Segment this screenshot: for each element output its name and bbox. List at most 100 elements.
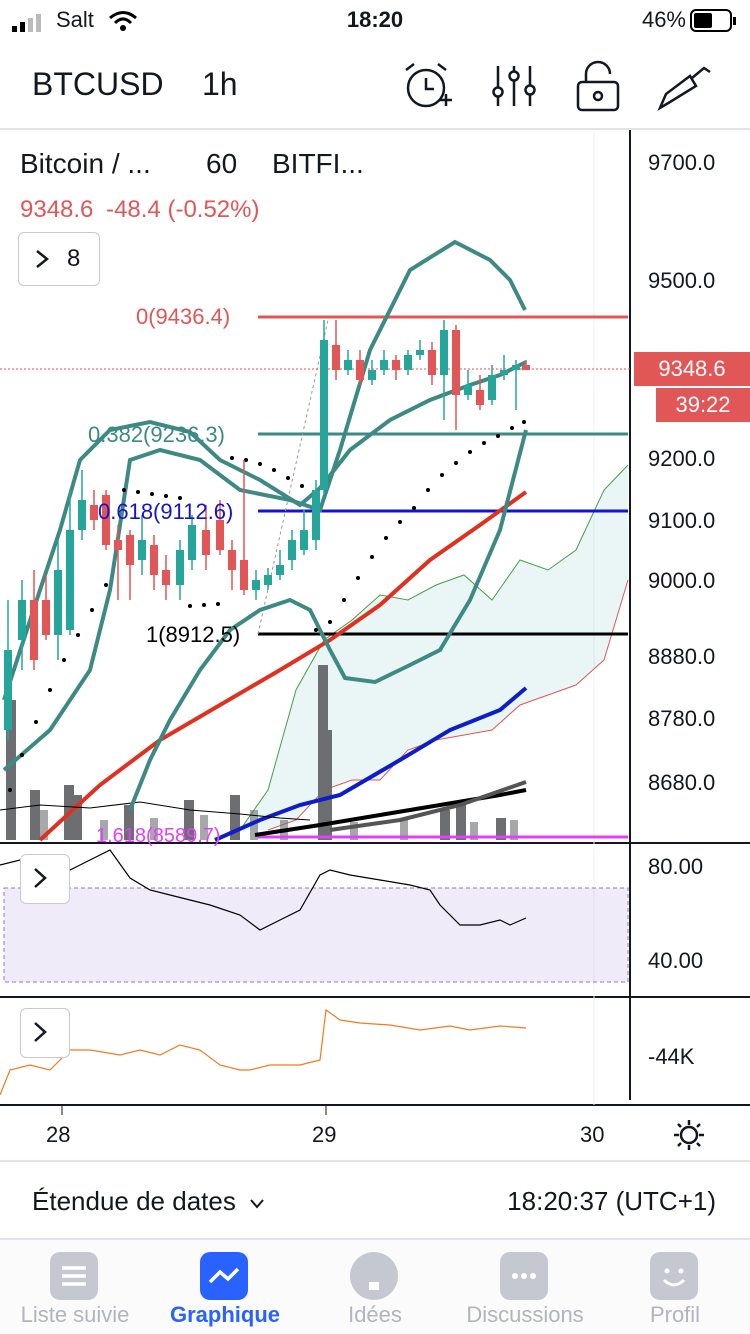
lock-icon[interactable] bbox=[570, 58, 626, 114]
ideas-icon bbox=[350, 1252, 398, 1300]
fib-label-0618: 0.618(9112.6) bbox=[98, 499, 234, 524]
candle-body bbox=[452, 330, 460, 395]
tab-watchlist[interactable]: Liste suivie bbox=[0, 1240, 150, 1334]
parabolic-sar bbox=[8, 420, 526, 792]
obv-line bbox=[0, 1008, 527, 1096]
symbol-button[interactable]: BTCUSD bbox=[32, 66, 164, 102]
candle-body bbox=[42, 600, 50, 635]
candle-body bbox=[312, 490, 320, 540]
indicators-toggle[interactable]: 8 bbox=[18, 232, 100, 286]
candle-body bbox=[264, 575, 272, 585]
candle-body bbox=[126, 535, 134, 565]
candle-body bbox=[4, 650, 12, 730]
battery-percent: 46% bbox=[641, 7, 686, 32]
tab-label: Graphique bbox=[169, 1302, 280, 1327]
legend-interval: 60 bbox=[206, 148, 238, 179]
tab-discussions[interactable]: Discussions bbox=[450, 1240, 600, 1334]
volume-bars bbox=[6, 665, 518, 840]
candle-body bbox=[252, 580, 260, 590]
chart-header: BTCUSD 1h bbox=[0, 44, 750, 130]
candle-body bbox=[344, 360, 352, 370]
candle-body bbox=[18, 600, 26, 640]
candlestick-series[interactable] bbox=[4, 320, 530, 740]
price-axis-label: 8880.0 bbox=[648, 644, 716, 669]
time-axis-label: 28 bbox=[46, 1122, 71, 1147]
chat-icon bbox=[500, 1252, 548, 1300]
candle-body bbox=[90, 505, 98, 520]
candle-body bbox=[202, 530, 210, 555]
candle-body bbox=[428, 350, 436, 375]
bar-countdown-tag: 39:22 bbox=[656, 388, 750, 422]
candle-body bbox=[320, 340, 328, 490]
candle-body bbox=[368, 370, 376, 380]
rsi-line bbox=[0, 849, 527, 931]
indicator-count: 8 bbox=[67, 245, 81, 272]
candle-body bbox=[522, 365, 530, 370]
candle-body bbox=[150, 545, 158, 575]
status-time: 18:20 bbox=[346, 7, 404, 32]
candle-body bbox=[176, 550, 184, 585]
tab-bar: Liste suivie Graphique Idées Discussions… bbox=[0, 1240, 750, 1334]
interval-button[interactable]: 1h bbox=[202, 66, 238, 102]
candle-body bbox=[404, 355, 412, 370]
tab-label: Liste suivie bbox=[20, 1302, 130, 1327]
candle-body bbox=[380, 360, 388, 370]
battery-icon bbox=[690, 9, 736, 32]
indicators-icon[interactable] bbox=[486, 58, 542, 114]
main-chart[interactable] bbox=[0, 130, 750, 1160]
price-axis-label: 9500.0 bbox=[648, 268, 716, 293]
candle-body bbox=[464, 385, 472, 395]
legend-price: 9348.6 -48.4 (-0.52%) bbox=[20, 196, 259, 224]
candle-body bbox=[300, 530, 308, 550]
candle-body bbox=[500, 370, 508, 375]
chevron-right-icon bbox=[34, 1022, 47, 1042]
status-bar: Salt 18:20 46% bbox=[0, 0, 750, 40]
candle-body bbox=[138, 540, 146, 560]
candle-body bbox=[416, 350, 424, 355]
chevron-right-icon bbox=[34, 868, 47, 888]
tab-ideas[interactable]: Idées bbox=[300, 1240, 450, 1334]
candle-body bbox=[440, 330, 448, 375]
legend-symbol-name[interactable]: Bitcoin / ... bbox=[20, 148, 151, 179]
candle-body bbox=[54, 570, 62, 635]
price-axis-label: 9700.0 bbox=[648, 150, 716, 175]
chevron-down-icon bbox=[250, 1199, 264, 1209]
candle-body bbox=[356, 360, 364, 380]
tab-profile[interactable]: Profil bbox=[600, 1240, 750, 1334]
date-range-label: Étendue de dates bbox=[32, 1186, 236, 1216]
alarm-add-icon[interactable] bbox=[400, 58, 456, 114]
price-axis-label: 9100.0 bbox=[648, 508, 716, 533]
ma-red-line bbox=[38, 490, 528, 842]
tab-chart[interactable]: Graphique bbox=[150, 1240, 300, 1334]
price-axis-label: 9000.0 bbox=[648, 568, 716, 593]
timezone-clock[interactable]: 18:20:37 (UTC+1) bbox=[507, 1186, 716, 1216]
legend-last-price: 9348.6 bbox=[20, 196, 94, 223]
legend-exchange: BITFI... bbox=[272, 148, 364, 179]
fib-label-0: 0(9436.4) bbox=[136, 304, 231, 329]
candle-body bbox=[488, 375, 496, 400]
candle-body bbox=[240, 560, 248, 590]
candle-body bbox=[216, 520, 224, 550]
drawing-tools-icon[interactable] bbox=[656, 58, 712, 114]
date-range-button[interactable]: Étendue de dates bbox=[32, 1186, 265, 1217]
candle-body bbox=[102, 495, 110, 545]
wifi-icon bbox=[109, 11, 137, 31]
rsi-toggle[interactable] bbox=[20, 854, 70, 904]
ma-blue-line bbox=[214, 686, 528, 842]
tab-label: Profil bbox=[649, 1302, 701, 1327]
price-axis-label: 9200.0 bbox=[648, 446, 716, 471]
candle-body bbox=[188, 525, 196, 560]
price-axis-label: 8780.0 bbox=[648, 706, 716, 731]
candle-body bbox=[66, 530, 74, 630]
candle-body bbox=[114, 540, 122, 550]
fib-label-1: 1(8912.5) bbox=[146, 622, 241, 647]
current-price-tag: 9348.6 bbox=[634, 352, 750, 386]
candle-body bbox=[276, 565, 284, 575]
price-axis-label: 8680.0 bbox=[648, 770, 716, 795]
time-axis-label: 29 bbox=[312, 1122, 337, 1147]
candle-body bbox=[30, 600, 38, 660]
obv-toggle[interactable] bbox=[20, 1008, 70, 1058]
candle-body bbox=[228, 550, 236, 570]
settings-gear-icon[interactable] bbox=[672, 1118, 706, 1152]
fib-label-0382: 0.382(9236.3) bbox=[88, 422, 225, 447]
